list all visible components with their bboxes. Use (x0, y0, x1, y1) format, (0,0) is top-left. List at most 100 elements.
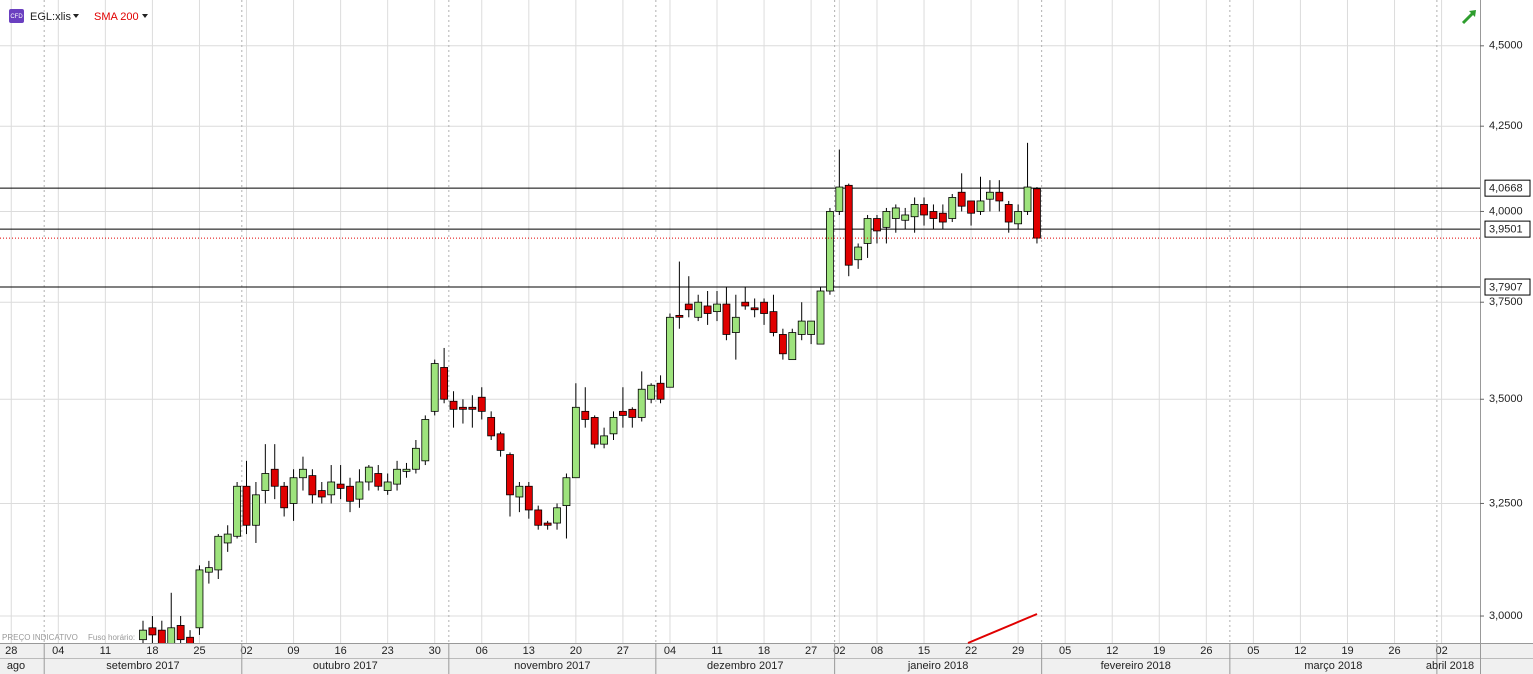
candle-body (571, 406, 580, 479)
candle-body (619, 410, 627, 416)
candle-body (863, 218, 872, 244)
timezone-label: Fuso horário: (88, 633, 135, 642)
candle-body (506, 454, 514, 496)
candle-body (628, 408, 637, 418)
x-tick-label: 18 (146, 645, 158, 657)
y-tick-label: 4,2500 (1489, 120, 1523, 132)
level-label: 3,9501 (1489, 224, 1523, 236)
candle-body (515, 485, 524, 498)
candle-body (844, 184, 853, 266)
month-label: fevereiro 2018 (1101, 660, 1171, 672)
candle-body (242, 485, 251, 526)
x-tick-label: 25 (193, 645, 205, 657)
candle-body (675, 314, 684, 318)
x-tick-label: 19 (1341, 645, 1353, 657)
candle-body (910, 204, 919, 218)
candle-body (440, 367, 449, 400)
candle-body (750, 307, 759, 311)
x-tick-label: 12 (1294, 645, 1306, 657)
candle-body (948, 197, 957, 219)
candle-body (223, 533, 232, 544)
candle-body (411, 447, 420, 470)
candle-body (308, 475, 317, 496)
dropdown-arrow[interactable] (142, 14, 148, 18)
candle-body (760, 301, 768, 314)
candle-body (581, 410, 590, 420)
dropdown-arrow[interactable] (73, 14, 79, 18)
x-tick-label: 02 (240, 645, 252, 657)
indicator-label[interactable]: SMA 200 (94, 11, 139, 23)
candle-body (280, 485, 289, 509)
candle-body (722, 303, 731, 335)
month-label: abril 2018 (1426, 660, 1474, 672)
x-tick-label: 05 (1059, 645, 1071, 657)
candle-body (788, 332, 797, 361)
candle-body (487, 417, 496, 437)
y-tick-label: 3,0000 (1489, 610, 1523, 622)
candle-body (524, 485, 533, 511)
candle-body (157, 629, 166, 643)
candle-body (402, 468, 411, 472)
candle-body (233, 485, 242, 537)
month-label: janeiro 2018 (907, 660, 969, 672)
candle-body (355, 481, 364, 500)
candle-body (938, 212, 947, 223)
month-label: março 2018 (1304, 660, 1362, 672)
candle-body (393, 468, 401, 485)
candle-body (797, 320, 806, 335)
x-tick-label: 11 (711, 645, 722, 657)
x-tick-label: 15 (918, 645, 930, 657)
candle-body (929, 211, 938, 219)
candle-body (694, 301, 703, 318)
symbol[interactable]: EGL:xlis (30, 11, 71, 23)
candle-body (986, 191, 994, 200)
candle-body (703, 305, 712, 314)
candle-body (854, 246, 863, 261)
x-tick-label: 13 (523, 645, 535, 657)
candle-body (976, 200, 985, 212)
candle-body (139, 629, 147, 641)
y-tick-label: 3,7500 (1489, 296, 1523, 308)
candle-body (195, 569, 204, 629)
x-tick-label: 04 (664, 645, 676, 657)
candle-body (769, 311, 778, 333)
candle-body (148, 627, 157, 636)
candle-body (731, 316, 740, 333)
candle-body (873, 218, 881, 232)
x-tick-label: 26 (1200, 645, 1212, 657)
candle-body (835, 186, 844, 212)
candle-body (600, 435, 608, 445)
candle-body (920, 204, 928, 216)
x-tick-label: 20 (570, 645, 582, 657)
candle-body (995, 191, 1004, 202)
x-tick-label: 04 (52, 645, 64, 657)
x-tick-label: 22 (965, 645, 977, 657)
candle-body (430, 363, 439, 412)
candle-body (252, 494, 260, 526)
candle-body (336, 483, 345, 489)
x-tick-label: 08 (871, 645, 883, 657)
month-label: setembro 2017 (106, 660, 179, 672)
level-box (1484, 278, 1531, 296)
x-tick-label: 23 (382, 645, 394, 657)
trend-icon[interactable] (1461, 10, 1476, 25)
footnote: PREÇO INDICATIVO (2, 633, 78, 642)
level-box (1484, 179, 1531, 197)
x-tick-label: 27 (617, 645, 629, 657)
candle-body (778, 334, 787, 355)
x-tick-label: 11 (100, 645, 111, 657)
candle-body (299, 468, 307, 479)
x-tick-label: 12 (1106, 645, 1118, 657)
candle-body (741, 301, 750, 307)
candle-body (957, 191, 966, 207)
level-label: 3,7907 (1489, 281, 1523, 293)
x-tick-label: 16 (334, 645, 346, 657)
candle-body (459, 406, 467, 410)
candle-body (167, 627, 176, 643)
candle-body (891, 207, 900, 219)
candle-body (327, 481, 336, 496)
candle-body (590, 417, 599, 445)
x-tick-label: 09 (287, 645, 299, 657)
candle-body (383, 481, 392, 491)
